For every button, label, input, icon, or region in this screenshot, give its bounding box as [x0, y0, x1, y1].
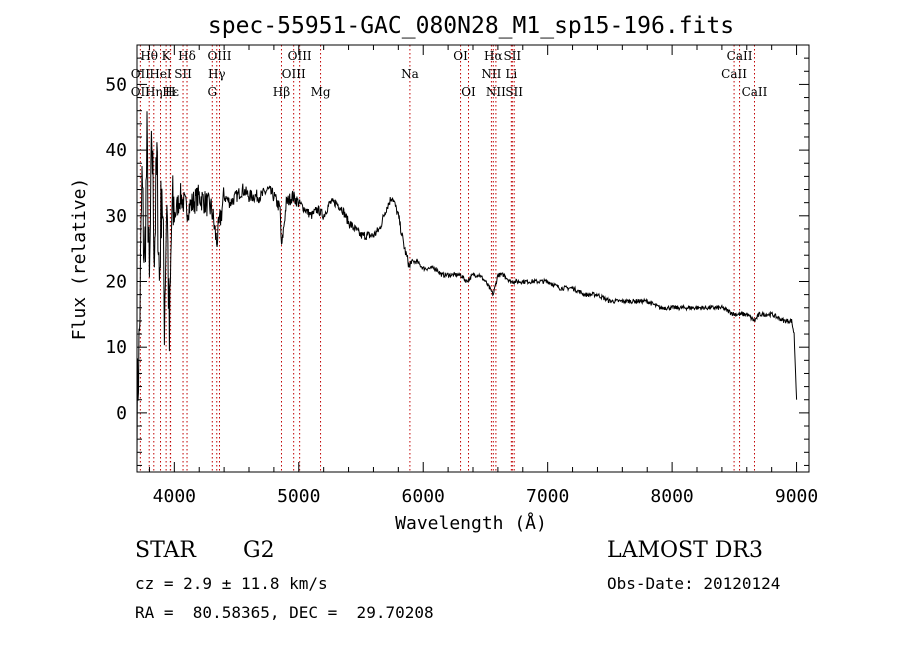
spectral-line-label: OI: [461, 85, 476, 99]
spectral-line-markers: [139, 45, 755, 472]
spectral-line-label: G: [207, 85, 217, 99]
spectral-line-label: SII: [503, 49, 521, 63]
x-tick-label: 6000: [402, 486, 445, 507]
spectral-line-label: OII: [131, 67, 151, 81]
obs-date-text: Obs-Date: 20120124: [607, 574, 781, 593]
spectral-line-label: SII: [505, 85, 523, 99]
survey-name: LAMOST DR3: [607, 538, 763, 563]
spectral-line-label: Hθ: [140, 49, 158, 63]
x-tick-label: 7000: [526, 486, 569, 507]
spectral-line-label: H: [165, 85, 175, 99]
y-tick-label: 40: [105, 140, 127, 161]
object-subclass: G2: [243, 538, 275, 563]
spectral-line-label: SII: [174, 67, 192, 81]
spectral-line-label: NII: [486, 85, 506, 99]
spectral-line-label: CaII: [721, 67, 747, 81]
spectral-line-label: OI: [453, 49, 468, 63]
y-tick-label: 0: [116, 403, 127, 424]
spectral-line-label: Li: [505, 67, 517, 81]
spectral-line-label: Hη: [145, 85, 163, 99]
x-tick-label: 4000: [153, 486, 196, 507]
spectral-line-label: Hα: [484, 49, 503, 63]
spectral-line-label: CaII: [742, 85, 768, 99]
redshift-text: cz = 2.9 ± 11.8 km/s: [135, 574, 328, 593]
spectral-line-label: Hδ: [178, 49, 196, 63]
spectral-line-label: Mg: [311, 85, 331, 99]
spectral-line-label: Na: [401, 67, 419, 81]
coordinates-text: RA = 80.58365, DEC = 29.70208: [135, 603, 434, 622]
x-tick-label: 9000: [775, 486, 818, 507]
chart-title: spec-55951-GAC_080N28_M1_sp15-196.fits: [208, 13, 734, 39]
spectral-line-label: NII: [481, 67, 501, 81]
x-axis-title: Wavelength (Å): [395, 512, 547, 534]
spectral-line-label: Hγ: [208, 67, 226, 81]
x-tick-label: 5000: [277, 486, 320, 507]
spectral-line-label: CaII: [727, 49, 753, 63]
plot-frame: [136, 44, 810, 473]
x-axis-ticks: 4000 5000 6000 7000 8000 9000: [148, 45, 818, 507]
spectral-line-label: OIII: [282, 67, 306, 81]
y-tick-label: 50: [105, 74, 127, 95]
spectral-line-label: K: [162, 49, 172, 63]
spectral-line-label: OIII: [288, 49, 312, 63]
y-tick-label: 30: [105, 206, 127, 227]
spectral-line-label: OIII: [207, 49, 231, 63]
y-axis-title: Flux (relative): [69, 178, 90, 341]
y-tick-label: 10: [105, 337, 127, 358]
y-tick-label: 20: [105, 271, 127, 292]
object-class: STAR: [135, 538, 196, 563]
spectral-line-label: Hε: [162, 85, 179, 99]
y-axis-ticks: 0 10 20 30 40 50: [105, 57, 809, 466]
spectral-line-label: Hβ: [273, 85, 290, 99]
spectral-line-label: OII: [131, 85, 151, 99]
spectral-line-label: HeI: [149, 67, 172, 81]
spectrum-line: [136, 111, 798, 459]
x-tick-label: 8000: [650, 486, 693, 507]
